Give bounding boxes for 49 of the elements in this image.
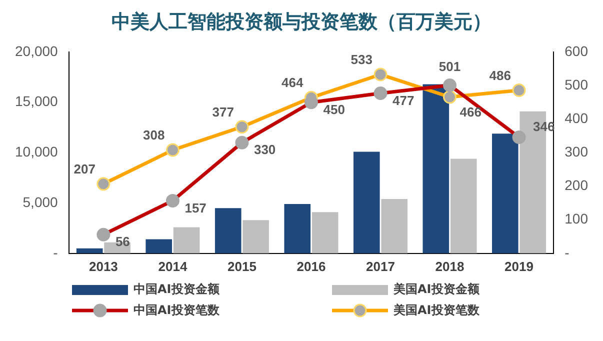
bar xyxy=(242,220,269,254)
legend-label: 中国AI投资金额 xyxy=(134,281,220,298)
bar xyxy=(146,239,172,254)
data-label: 207 xyxy=(74,161,96,176)
y-tick-label: - xyxy=(53,244,58,260)
data-label: 477 xyxy=(392,92,414,108)
bar xyxy=(173,227,200,254)
y2-tick-label: - xyxy=(564,244,570,260)
bar xyxy=(214,208,242,254)
data-label: 501 xyxy=(438,58,461,74)
bar xyxy=(422,84,450,254)
x-tick-label: 2014 xyxy=(158,258,188,274)
y-tick-label: 20,000 xyxy=(14,42,58,59)
x-tick-label: 2015 xyxy=(228,258,256,274)
x-tick-label: 2017 xyxy=(366,258,395,274)
data-label: 466 xyxy=(460,104,482,120)
x-tick-label: 2016 xyxy=(296,258,326,274)
data-label: 533 xyxy=(350,52,372,68)
chart-title: 中美人工智能投资额与投资笔数（百万美元） xyxy=(110,10,492,35)
y2-tick-label: 200 xyxy=(564,177,588,194)
data-label: 377 xyxy=(212,104,234,120)
x-tick-label: 2019 xyxy=(504,258,534,274)
legend-label: 美国AI投资笔数 xyxy=(394,302,480,319)
bar xyxy=(353,152,380,254)
data-label: 56 xyxy=(115,234,130,250)
data-label: 464 xyxy=(282,75,304,90)
y-tick-label: 5,000 xyxy=(22,194,58,210)
data-label: 330 xyxy=(254,142,276,158)
data-label: 308 xyxy=(143,128,165,143)
bar xyxy=(312,212,338,254)
bar xyxy=(284,204,311,254)
y2-tick-label: 300 xyxy=(564,144,588,160)
y-tick-label: 10,000 xyxy=(14,144,58,160)
y-tick-label: 15,000 xyxy=(14,93,58,110)
legend-label: 美国AI投资金额 xyxy=(394,281,480,298)
bar xyxy=(492,134,518,254)
x-tick-label: 2018 xyxy=(435,258,464,274)
x-tick-label: 2013 xyxy=(88,258,118,274)
bar xyxy=(381,199,408,254)
data-label: 450 xyxy=(323,102,345,117)
legend-label: 中国AI投资笔数 xyxy=(134,302,220,319)
bar xyxy=(450,158,477,254)
y2-tick-label: 600 xyxy=(564,42,588,59)
bar xyxy=(76,248,103,254)
data-label: 157 xyxy=(184,200,206,216)
y2-tick-label: 100 xyxy=(564,210,588,227)
y2-tick-label: 400 xyxy=(564,110,588,126)
data-label: 486 xyxy=(489,68,512,83)
y2-tick-label: 500 xyxy=(564,76,588,92)
